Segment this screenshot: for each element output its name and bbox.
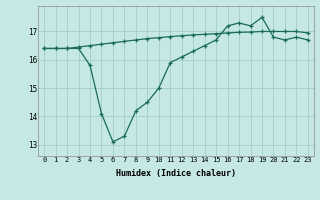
X-axis label: Humidex (Indice chaleur): Humidex (Indice chaleur): [116, 169, 236, 178]
